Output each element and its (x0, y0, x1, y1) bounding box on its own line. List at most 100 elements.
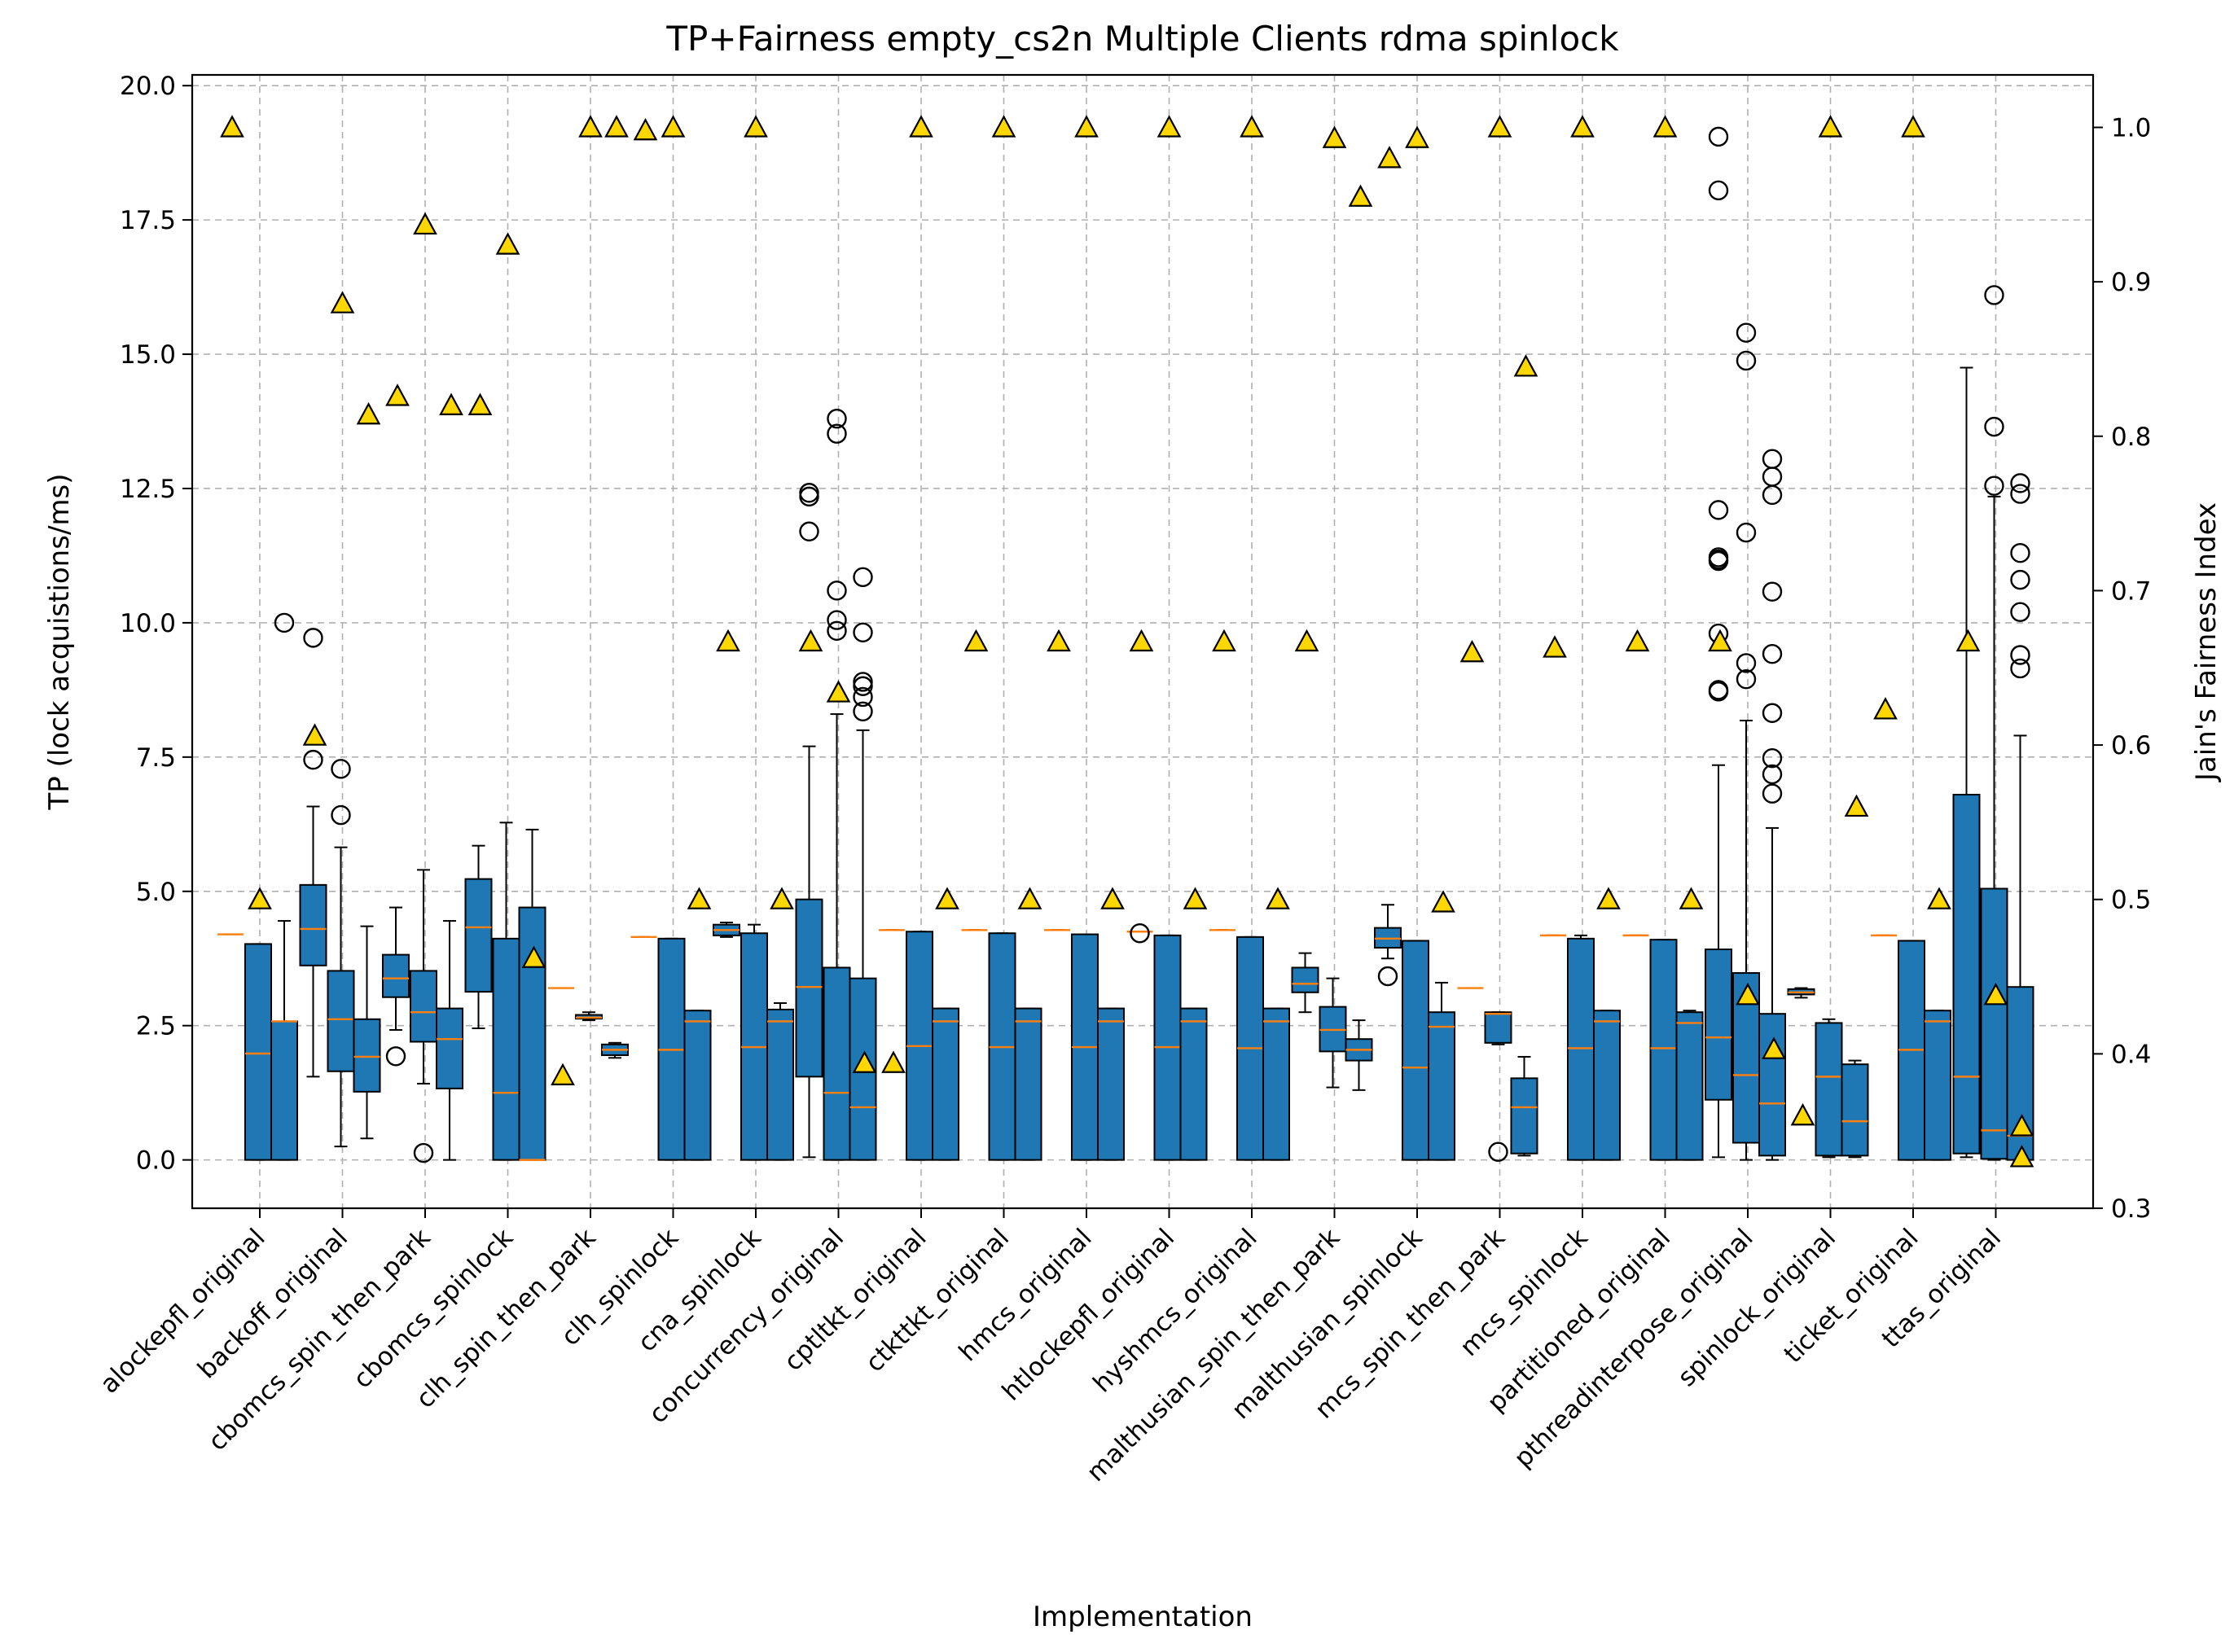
y2-tick-label: 0.7 (2111, 576, 2151, 606)
y-tick-label: 7.5 (136, 743, 176, 773)
fairness-marker (1240, 115, 1264, 138)
fairness-marker (495, 232, 520, 255)
box (1649, 939, 1678, 1161)
plot-frame (191, 73, 2095, 1210)
fairness-marker (963, 629, 989, 652)
box (932, 1007, 959, 1161)
fairness-marker (1100, 887, 1125, 909)
box (299, 883, 327, 966)
outlier-point (1762, 643, 1783, 664)
outlier-point (853, 672, 873, 692)
outlier-point (274, 612, 295, 633)
fairness-marker (1459, 639, 1485, 663)
outlier-point (853, 622, 873, 642)
box (1014, 1007, 1042, 1161)
box (795, 898, 823, 1078)
outlier-point (827, 620, 847, 642)
fairness-marker (770, 887, 794, 909)
outlier-point (827, 409, 847, 429)
fairness-marker (1790, 1102, 1815, 1126)
y2-tick-label: 0.3 (2111, 1194, 2151, 1224)
outlier-point (413, 1142, 434, 1163)
fairness-marker (881, 1050, 906, 1073)
box (1758, 1013, 1786, 1157)
outlier-point (2010, 645, 2030, 665)
fairness-markers (220, 115, 2034, 1168)
fairness-marker (1322, 125, 1347, 148)
fairness-marker (1983, 982, 2008, 1006)
fairness-marker (1596, 887, 1621, 909)
outlier-point (385, 1046, 406, 1067)
fairness-marker (467, 392, 493, 415)
outlier-point (1708, 126, 1729, 147)
fairness-marker (604, 115, 629, 138)
fairness-marker (1873, 697, 1898, 720)
fairness-marker (1017, 887, 1042, 909)
outlier-point (2010, 473, 2030, 493)
outlier-point (1984, 285, 2004, 305)
outlier-point (853, 676, 873, 696)
outlier-point (1708, 500, 1729, 520)
fairness-marker (1129, 629, 1154, 652)
box (353, 1018, 381, 1093)
box (270, 1020, 298, 1161)
fairness-marker (578, 115, 603, 138)
y-tick-label: 17.5 (120, 206, 176, 235)
fairness-marker (1844, 794, 1869, 817)
box (1705, 949, 1732, 1101)
y-axis-title: TP (lock acquistions/ms) (43, 474, 76, 811)
boxes (217, 126, 2034, 1163)
y-tick-label: 15.0 (120, 340, 176, 370)
outlier-point (1762, 764, 1783, 785)
fairness-marker (2009, 1145, 2034, 1168)
fairness-marker (1047, 629, 1071, 652)
fairness-marker (1294, 629, 1319, 652)
y-tick-label: 2.5 (136, 1012, 176, 1041)
fairness-marker (1708, 629, 1732, 652)
box (410, 970, 437, 1043)
outlier-point (799, 521, 819, 541)
outlier-point (1736, 522, 1757, 543)
box (1952, 794, 1981, 1155)
fairness-marker (744, 115, 768, 138)
box (1484, 1011, 1512, 1044)
outlier-point (799, 486, 819, 507)
fairness-marker (1543, 635, 1567, 658)
fairness-marker (633, 117, 658, 141)
outlier-point (1708, 681, 1729, 702)
fairness-marker (716, 629, 740, 652)
fairness-marker (1431, 890, 1455, 913)
fairness-marker (852, 1050, 877, 1073)
box (1675, 1011, 1704, 1161)
box (1291, 966, 1319, 993)
box (1593, 1010, 1621, 1161)
fairness-marker (661, 115, 686, 138)
fairness-marker (248, 887, 272, 909)
fairness-marker (1513, 354, 1538, 377)
box (1402, 940, 1429, 1161)
y2-tick-label: 1.0 (2111, 113, 2151, 142)
fairness-marker (1405, 125, 1429, 148)
outlier-point (1708, 550, 1729, 572)
outlier-point (2010, 569, 2030, 590)
fairness-marker (991, 115, 1016, 138)
grid (192, 75, 2093, 1208)
fairness-marker (330, 291, 355, 313)
box (382, 953, 410, 998)
outlier-point (331, 804, 351, 826)
y-tick-label: 5.0 (136, 878, 176, 907)
outlier-point (1377, 966, 1398, 987)
fairness-marker (1157, 115, 1182, 138)
fairness-marker (220, 115, 244, 138)
outlier-point (1736, 668, 1757, 690)
outlier-point (853, 686, 873, 708)
fairness-marker (826, 680, 851, 703)
y-tick-label: 0.0 (136, 1146, 176, 1176)
box (436, 1007, 463, 1089)
fairness-marker (1901, 115, 1925, 138)
y-tick-label: 20.0 (120, 72, 176, 101)
fairness-marker (1736, 982, 1760, 1006)
box (492, 937, 520, 1161)
outlier-point (1762, 581, 1783, 602)
